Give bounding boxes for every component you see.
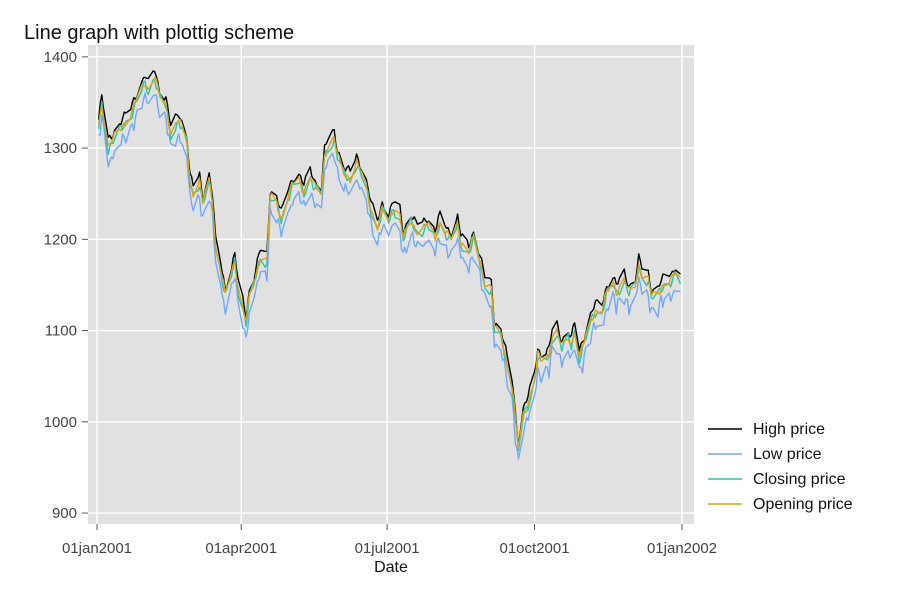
y-tick-label: 1300: [44, 140, 77, 157]
x-axis-title: Date: [374, 559, 408, 576]
series-line-high-price: [97, 70, 681, 448]
series-line-opening-price: [97, 76, 681, 449]
legend-label: Opening price: [753, 496, 853, 513]
x-tick-label: 01oct2001: [500, 540, 570, 557]
grid-lines: [88, 45, 694, 524]
plot-area: [88, 45, 694, 524]
y-tick-label: 900: [52, 505, 77, 522]
x-tick-label: 01jan2001: [62, 540, 132, 557]
legend: High price Low price Closing price Opening …: [708, 421, 853, 513]
chart-title: Line graph with plottig scheme: [24, 22, 295, 44]
x-tick-label: 01jan2002: [647, 540, 717, 557]
series-line-low-price: [98, 92, 681, 460]
legend-label: High price: [753, 421, 825, 438]
y-tick-label: 1100: [45, 323, 77, 340]
legend-label: Low price: [753, 446, 822, 463]
y-tick-label: 1000: [44, 414, 77, 431]
x-tick-label: 01jul2001: [355, 540, 420, 557]
axes: 01jan2001 01apr2001 01jul2001 01oct2001 01ja…: [44, 49, 717, 557]
legend-label: Closing price: [753, 471, 846, 488]
y-tick-label: 1200: [44, 231, 77, 248]
y-tick-label: 1400: [44, 49, 77, 66]
x-tick-label: 01apr2001: [205, 540, 277, 557]
series-line-closing-price: [97, 78, 682, 452]
series-lines: [97, 70, 682, 460]
